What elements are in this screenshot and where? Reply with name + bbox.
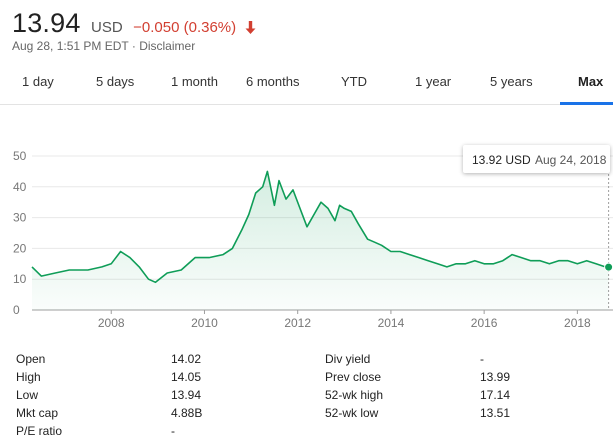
stat-label: High	[16, 370, 41, 384]
stat-label: P/E ratio	[16, 424, 63, 438]
x-tick-label: 2014	[378, 316, 405, 330]
quote-subline: Aug 28, 1:51 PM EDT · Disclaimer	[12, 39, 195, 53]
tooltip-date: Aug 24, 2018	[535, 153, 607, 167]
stat-label: 52-wk high	[325, 388, 384, 402]
separator: ·	[128, 39, 140, 53]
stat-label: Div yield	[325, 352, 371, 366]
quote-timestamp: Aug 28, 1:51 PM EDT	[12, 39, 129, 53]
x-tick-label: 2012	[284, 316, 311, 330]
stat-value: -	[480, 352, 484, 366]
y-tick-label: 10	[13, 272, 27, 286]
tab-5-years[interactable]: 5 years	[490, 74, 533, 89]
price-header: 13.94 USD −0.050 (0.36%)	[12, 8, 256, 39]
tab-ytd[interactable]: YTD	[341, 74, 367, 89]
tab-1-month[interactable]: 1 month	[171, 74, 218, 89]
price-tooltip: 13.92 USD Aug 24, 2018	[463, 145, 610, 173]
y-tick-label: 0	[13, 303, 20, 317]
hover-point	[604, 262, 613, 272]
tab-max[interactable]: Max	[578, 74, 604, 89]
y-tick-label: 40	[13, 180, 27, 194]
tab-1-year[interactable]: 1 year	[415, 74, 452, 89]
tab-5-days[interactable]: 5 days	[96, 74, 135, 89]
stat-label: 52-wk low	[325, 406, 379, 420]
current-price: 13.94	[12, 8, 81, 38]
stat-value: 4.88B	[171, 406, 203, 420]
tab-6-months[interactable]: 6 months	[246, 74, 300, 89]
stat-label: Prev close	[325, 370, 382, 384]
price-change: −0.050 (0.36%)	[133, 19, 237, 36]
tab-1-day[interactable]: 1 day	[22, 74, 54, 89]
y-tick-label: 30	[13, 211, 27, 225]
tooltip-value: 13.92 USD	[472, 153, 531, 167]
x-tick-label: 2010	[191, 316, 218, 330]
stat-value: 14.02	[171, 352, 202, 366]
price-line	[31, 170, 609, 284]
price-chart[interactable]: 0 10 20 30 40 50 2008 2010 2012 2014 2016 2018	[0, 104, 613, 336]
stat-label: Open	[16, 352, 46, 366]
y-tick-label: 20	[13, 241, 27, 255]
x-tick-label: 2016	[471, 316, 498, 330]
active-tab-indicator	[560, 102, 613, 105]
stat-value: 17.14	[480, 388, 511, 402]
stat-value: 14.05	[171, 370, 202, 384]
stat-value: -	[171, 424, 175, 438]
stat-value: 13.99	[480, 370, 511, 384]
x-tick-label: 2018	[564, 316, 591, 330]
stat-value: 13.51	[480, 406, 511, 420]
stat-value: 13.94	[171, 388, 202, 402]
currency-label: USD	[91, 19, 123, 36]
disclaimer-link[interactable]: Disclaimer	[139, 39, 196, 53]
range-tabs: 1 day 5 days 1 month 6 months YTD 1 year…	[0, 62, 613, 105]
stat-label: Mkt cap	[16, 406, 59, 420]
down-arrow-icon	[245, 21, 256, 39]
y-tick-label: 50	[13, 149, 27, 163]
stat-label: Low	[16, 388, 39, 402]
price-area	[32, 171, 609, 310]
x-tick-label: 2008	[98, 316, 125, 330]
